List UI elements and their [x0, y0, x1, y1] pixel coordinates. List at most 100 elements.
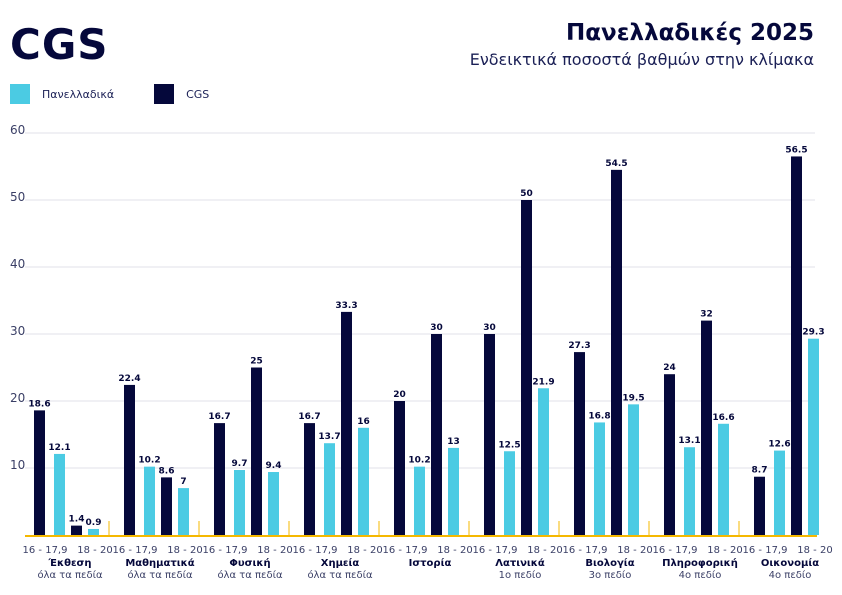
bar-value-label: 9.4: [266, 461, 282, 471]
y-tick-label: 50: [10, 190, 25, 204]
field-label: όλα τα πεδία: [217, 569, 283, 581]
subject-label: Φυσική: [229, 557, 270, 569]
bar-panellinia: [324, 443, 335, 535]
range-label: 18 - 20: [167, 545, 202, 556]
field-label: 3ο πεδίο: [589, 569, 632, 581]
y-tick-label: 40: [10, 257, 25, 271]
y-tick-label: 60: [10, 123, 25, 137]
bar-panellinia: [504, 451, 515, 535]
y-tick-label: 30: [10, 324, 25, 338]
subject-label: Πληροφορική: [662, 557, 738, 569]
bar-panellinia: [358, 427, 369, 535]
bar-panellinia: [538, 388, 549, 535]
bar-value-label: 25: [250, 357, 263, 367]
bar-panellinia: [88, 528, 99, 535]
bar-cgs: [304, 423, 315, 535]
subject-label: Βιολογία: [585, 557, 634, 569]
bar-panellinia: [414, 466, 425, 535]
bar-value-label: 7: [180, 477, 186, 487]
chart-subtitle: Ενδεικτικά ποσοστά βαθμών στην κλίμακα: [469, 50, 814, 69]
bar-value-label: 16.8: [588, 411, 610, 421]
bar-cgs: [431, 334, 442, 535]
bar-cgs: [71, 525, 82, 535]
subject-label: Οικονομία: [761, 557, 819, 569]
bar-cgs: [124, 384, 135, 535]
bar-value-label: 22.4: [118, 374, 140, 384]
bar-value-label: 16.7: [298, 412, 320, 422]
bar-cgs: [791, 156, 802, 535]
field-label: 4ο πεδίο: [769, 569, 812, 581]
bar-cgs: [394, 401, 405, 535]
bar-value-label: 56.5: [785, 145, 807, 155]
bar-panellinia: [234, 470, 245, 535]
bar-cgs: [161, 477, 172, 535]
range-label: 16 - 17,9: [383, 545, 428, 556]
bar-panellinia: [774, 450, 785, 535]
field-label: 1ο πεδίο: [499, 569, 542, 581]
field-label: όλα τα πεδία: [37, 569, 103, 581]
y-tick-label: 10: [10, 458, 25, 472]
bar-value-label: 27.3: [568, 341, 590, 351]
range-label: 16 - 17,9: [473, 545, 518, 556]
bar-value-label: 19.5: [622, 393, 644, 403]
bar-value-label: 10.2: [408, 456, 430, 466]
bar-value-label: 24: [663, 363, 676, 373]
subject-label: Έκθεση: [48, 557, 92, 569]
range-label: 16 - 17,9: [23, 545, 68, 556]
subject-label: Μαθηματικά: [125, 557, 194, 569]
bar-cgs: [611, 169, 622, 535]
range-label: 16 - 17,9: [203, 545, 248, 556]
range-label: 18 - 20: [617, 545, 652, 556]
field-label: όλα τα πεδία: [307, 569, 373, 581]
bar-value-label: 33.3: [335, 301, 357, 311]
bar-value-label: 13.1: [678, 436, 700, 446]
bar-panellinia: [684, 447, 695, 535]
field-label: 4ο πεδίο: [679, 569, 722, 581]
bar-value-label: 12.1: [48, 443, 70, 453]
legend-label-panellinia: Πανελλαδικά: [42, 87, 115, 101]
bar-value-label: 30: [430, 323, 443, 333]
bar-cgs: [574, 352, 585, 535]
bar-value-label: 13: [447, 437, 460, 447]
bar-panellinia: [54, 453, 65, 535]
bar-value-label: 32: [700, 310, 713, 320]
bar-value-label: 8.7: [752, 466, 768, 476]
range-label: 18 - 20: [257, 545, 292, 556]
bar-value-label: 50: [520, 189, 533, 199]
range-label: 18 - 20: [437, 545, 472, 556]
bar-cgs: [251, 367, 262, 535]
bar-value-label: 0.9: [86, 518, 102, 528]
range-label: 18 - 20: [347, 545, 382, 556]
range-label: 16 - 17,9: [563, 545, 608, 556]
bar-panellinia: [808, 338, 819, 535]
bar-panellinia: [178, 488, 189, 535]
chart-title: Πανελλαδικές 2025: [566, 20, 814, 46]
range-label: 16 - 17,9: [113, 545, 158, 556]
cgs-logo: CGS: [10, 20, 109, 69]
bar-panellinia: [448, 447, 459, 535]
subject-label: Λατινικά: [495, 557, 545, 569]
y-tick-label: 20: [10, 391, 25, 405]
subject-label: Χημεία: [321, 557, 360, 569]
range-label: 16 - 17,9: [743, 545, 788, 556]
range-label: 18 - 20: [527, 545, 562, 556]
bar-cgs: [484, 334, 495, 535]
bar-value-label: 12.5: [498, 440, 520, 450]
subject-label: Ιστορία: [409, 557, 452, 569]
bar-value-label: 54.5: [605, 159, 627, 169]
range-label: 18 - 20: [797, 545, 832, 556]
field-label: όλα τα πεδία: [127, 569, 193, 581]
bar-panellinia: [718, 423, 729, 535]
bar-value-label: 8.6: [159, 466, 175, 476]
bar-value-label: 16.7: [208, 412, 230, 422]
range-label: 16 - 17,9: [653, 545, 698, 556]
legend-item-cgs: CGS: [154, 84, 209, 104]
bar-value-label: 9.7: [232, 459, 248, 469]
bar-panellinia: [144, 466, 155, 535]
bar-cgs: [664, 374, 675, 535]
range-label: 16 - 17,9: [293, 545, 338, 556]
bar-cgs: [341, 311, 352, 535]
bar-cgs: [521, 200, 532, 535]
legend-item-panellinia: Πανελλαδικά: [10, 84, 114, 104]
